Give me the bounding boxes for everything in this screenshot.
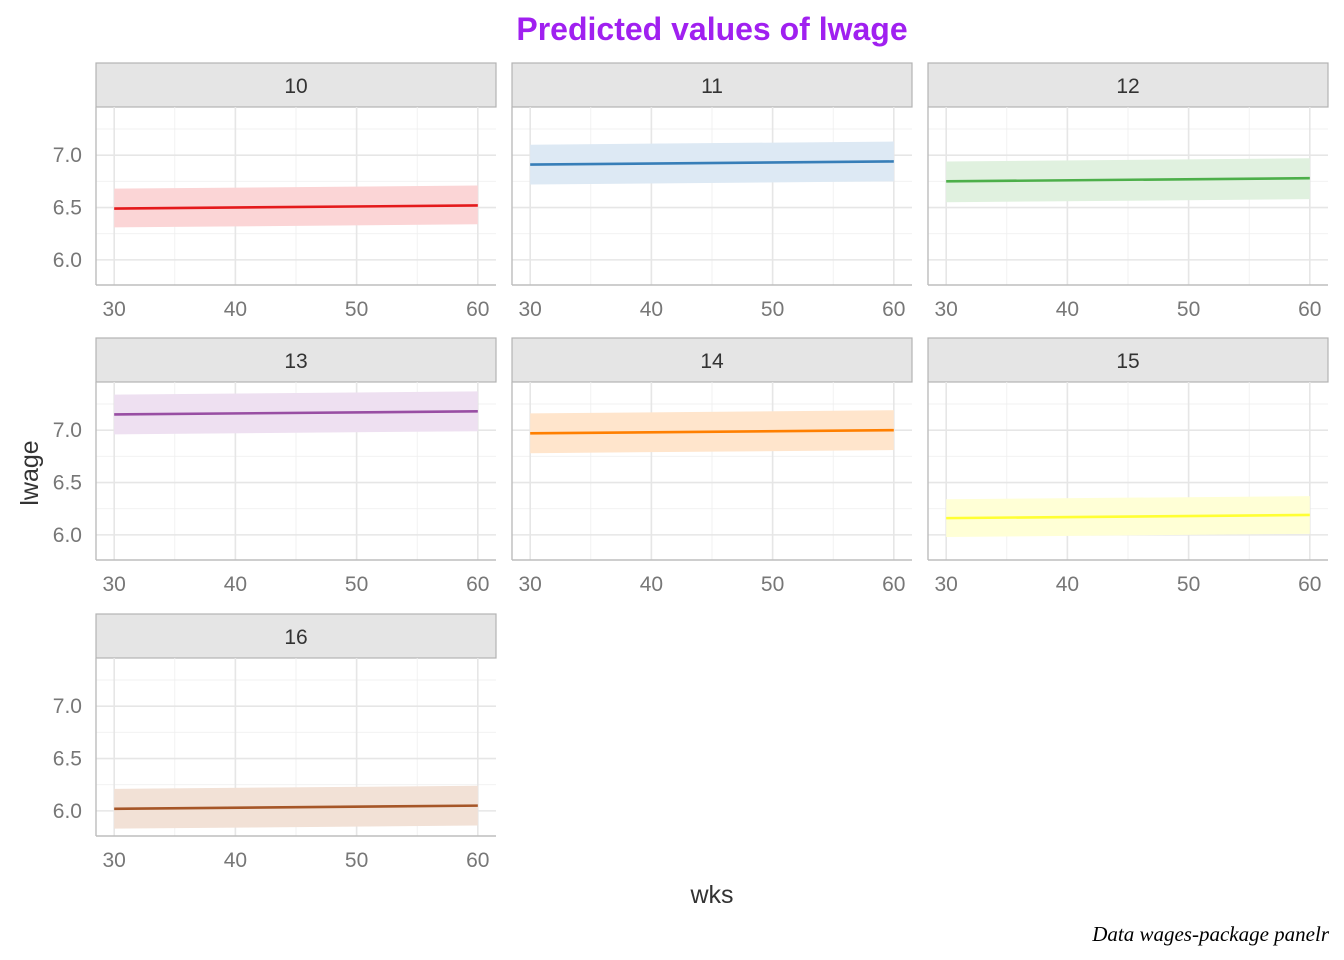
facet-panel-16: 16 30 40 50 60 6.0 6.5 7.0 bbox=[53, 613, 497, 872]
x-tick-label: 30 bbox=[103, 298, 126, 321]
facet-strip-label: 10 bbox=[284, 75, 307, 98]
prediction-line-13 bbox=[114, 410, 478, 416]
y-tick-label: 6.0 bbox=[53, 800, 82, 823]
x-tick-label: 40 bbox=[1056, 298, 1079, 321]
facet-panel-11: 11 30 40 50 60 bbox=[511, 62, 913, 321]
x-tick-label: 60 bbox=[466, 573, 489, 596]
x-tick-label: 30 bbox=[103, 849, 126, 872]
x-tick-label: 60 bbox=[882, 298, 905, 321]
chart-caption: Data wages-package panelr bbox=[1091, 922, 1330, 946]
x-tick-label: 50 bbox=[761, 298, 784, 321]
x-tick-label: 30 bbox=[519, 573, 542, 596]
facet-strip bbox=[95, 62, 497, 108]
x-tick-label: 50 bbox=[761, 573, 784, 596]
y-tick-label: 7.0 bbox=[53, 144, 82, 167]
facet-panel-15: 15 30 40 50 60 bbox=[927, 337, 1329, 596]
facet-strip-label: 11 bbox=[701, 75, 723, 98]
prediction-line-11 bbox=[530, 160, 894, 166]
x-tick-label: 30 bbox=[935, 573, 958, 596]
prediction-line-14 bbox=[530, 428, 894, 435]
y-tick-label: 7.0 bbox=[53, 419, 82, 442]
y-tick-label: 7.0 bbox=[53, 695, 82, 718]
facet-panel-12: 12 30 40 50 60 bbox=[927, 62, 1329, 321]
prediction-line-10 bbox=[114, 204, 478, 210]
x-tick-label: 50 bbox=[345, 298, 368, 321]
x-tick-label: 50 bbox=[345, 849, 368, 872]
x-tick-label: 60 bbox=[1298, 298, 1321, 321]
x-tick-label: 40 bbox=[640, 573, 663, 596]
x-tick-label: 40 bbox=[224, 298, 247, 321]
x-tick-label: 60 bbox=[1298, 573, 1321, 596]
y-tick-label: 6.0 bbox=[53, 524, 82, 547]
y-axis-title: lwage bbox=[16, 440, 44, 505]
x-tick-label: 30 bbox=[935, 298, 958, 321]
facet-strip-label: 12 bbox=[1116, 75, 1139, 98]
x-tick-label: 40 bbox=[640, 298, 663, 321]
y-tick-label: 6.5 bbox=[53, 748, 82, 771]
facet-strip bbox=[511, 337, 913, 383]
facet-strip-label: 13 bbox=[284, 350, 307, 373]
facet-strip bbox=[95, 613, 497, 659]
facet-strip bbox=[927, 337, 1329, 383]
facet-strip-label: 14 bbox=[700, 350, 724, 373]
prediction-line-12 bbox=[946, 176, 1310, 183]
x-axis-title: wks bbox=[689, 881, 733, 909]
x-tick-label: 50 bbox=[1177, 573, 1200, 596]
facet-strip bbox=[927, 62, 1329, 108]
x-tick-label: 50 bbox=[345, 573, 368, 596]
x-tick-label: 50 bbox=[1177, 298, 1200, 321]
x-tick-label: 30 bbox=[519, 298, 542, 321]
facet-panel-13: 13 30 40 50 60 6.0 6.5 7.0 bbox=[53, 337, 497, 596]
y-tick-label: 6.0 bbox=[53, 249, 82, 272]
x-tick-label: 40 bbox=[1056, 573, 1079, 596]
prediction-line-15 bbox=[946, 513, 1310, 520]
prediction-line-16 bbox=[114, 804, 478, 811]
x-tick-label: 60 bbox=[882, 573, 905, 596]
facet-panel-10: 10 30 40 50 60 6.0 6.5 7.0 bbox=[53, 62, 497, 321]
x-tick-label: 40 bbox=[224, 849, 247, 872]
y-tick-label: 6.5 bbox=[53, 197, 82, 220]
y-tick-label: 6.5 bbox=[53, 472, 82, 495]
x-tick-label: 60 bbox=[466, 298, 489, 321]
x-tick-label: 30 bbox=[103, 573, 126, 596]
facet-panel-14: 14 30 40 50 60 bbox=[511, 337, 913, 596]
x-tick-label: 60 bbox=[466, 849, 489, 872]
facet-strip-label: 15 bbox=[1116, 350, 1139, 373]
x-tick-label: 40 bbox=[224, 573, 247, 596]
facet-strip-label: 16 bbox=[284, 626, 307, 649]
chart-title: Predicted values of lwage bbox=[516, 11, 907, 47]
